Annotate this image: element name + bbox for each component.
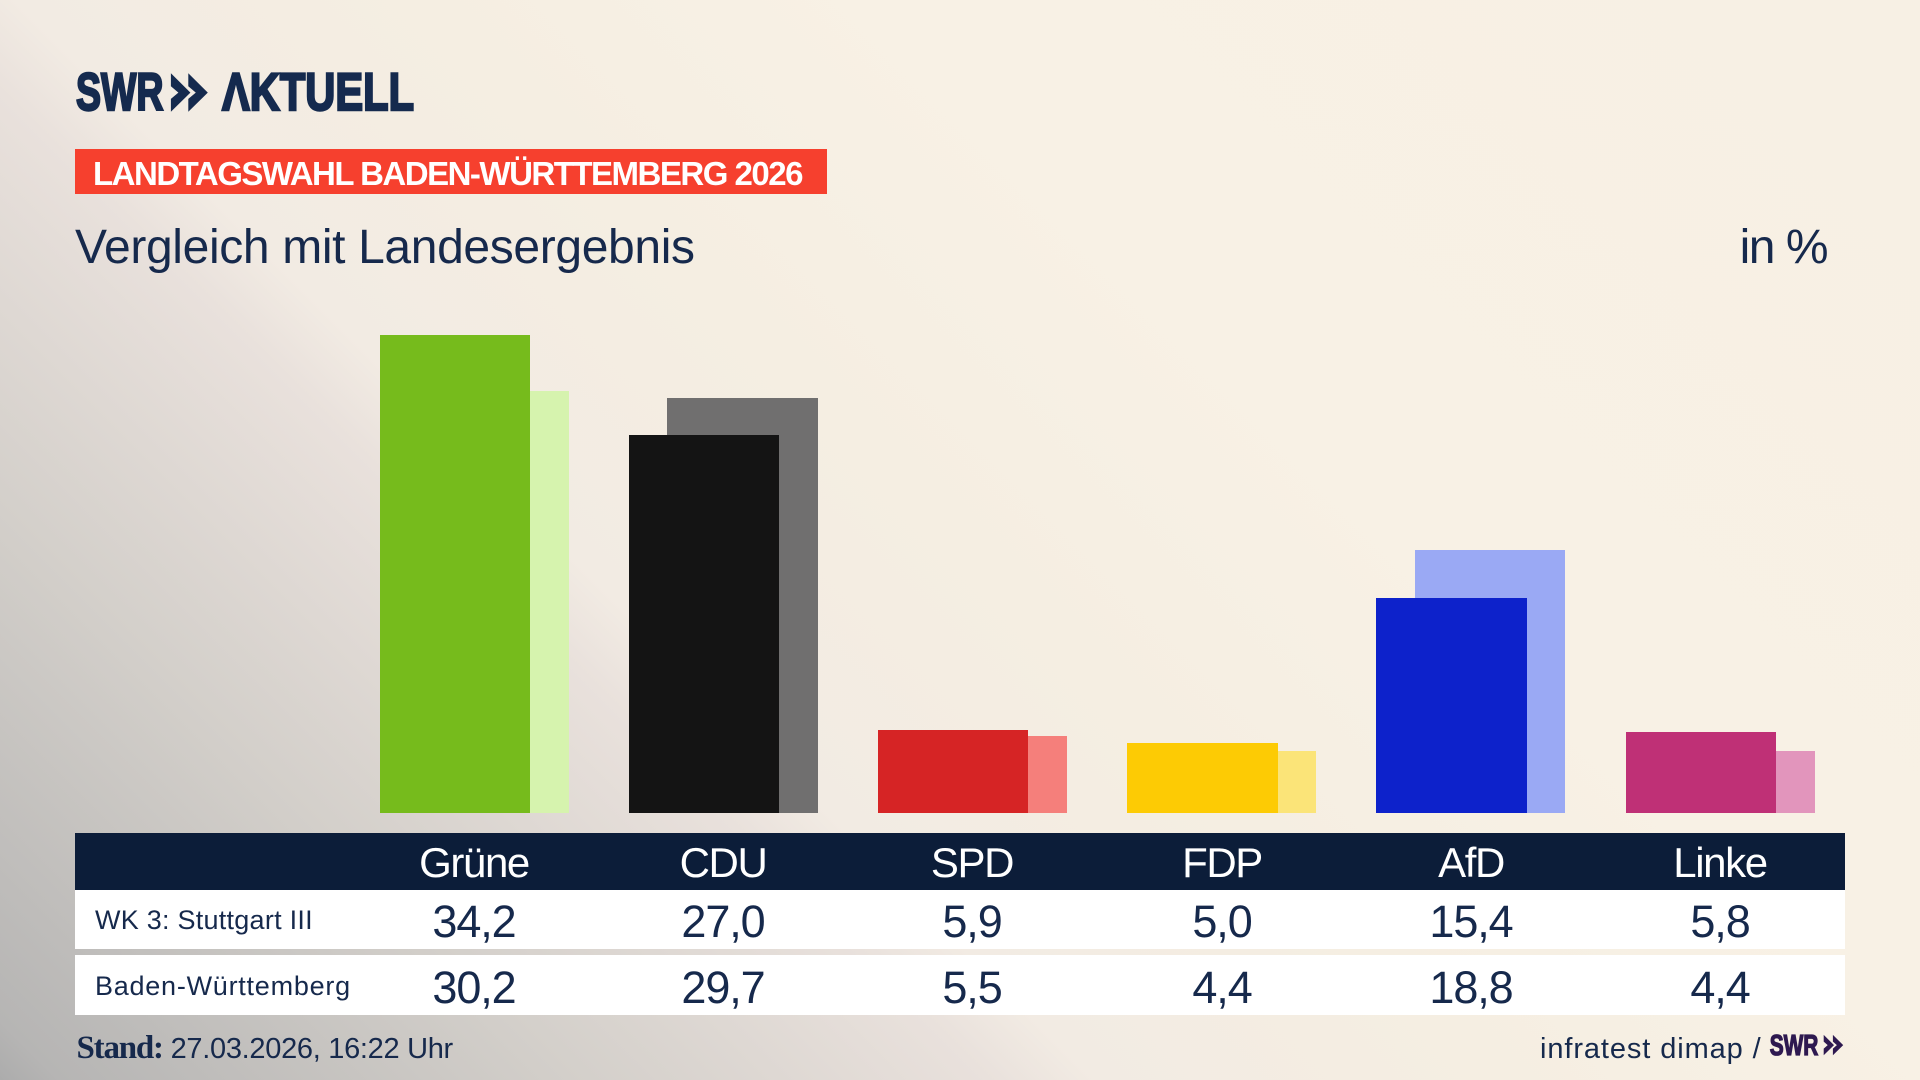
svg-text:SWR: SWR [1770, 1030, 1819, 1060]
svg-text:ΛKTUELL: ΛKTUELL [222, 63, 414, 122]
svg-text:SWR: SWR [76, 63, 164, 122]
